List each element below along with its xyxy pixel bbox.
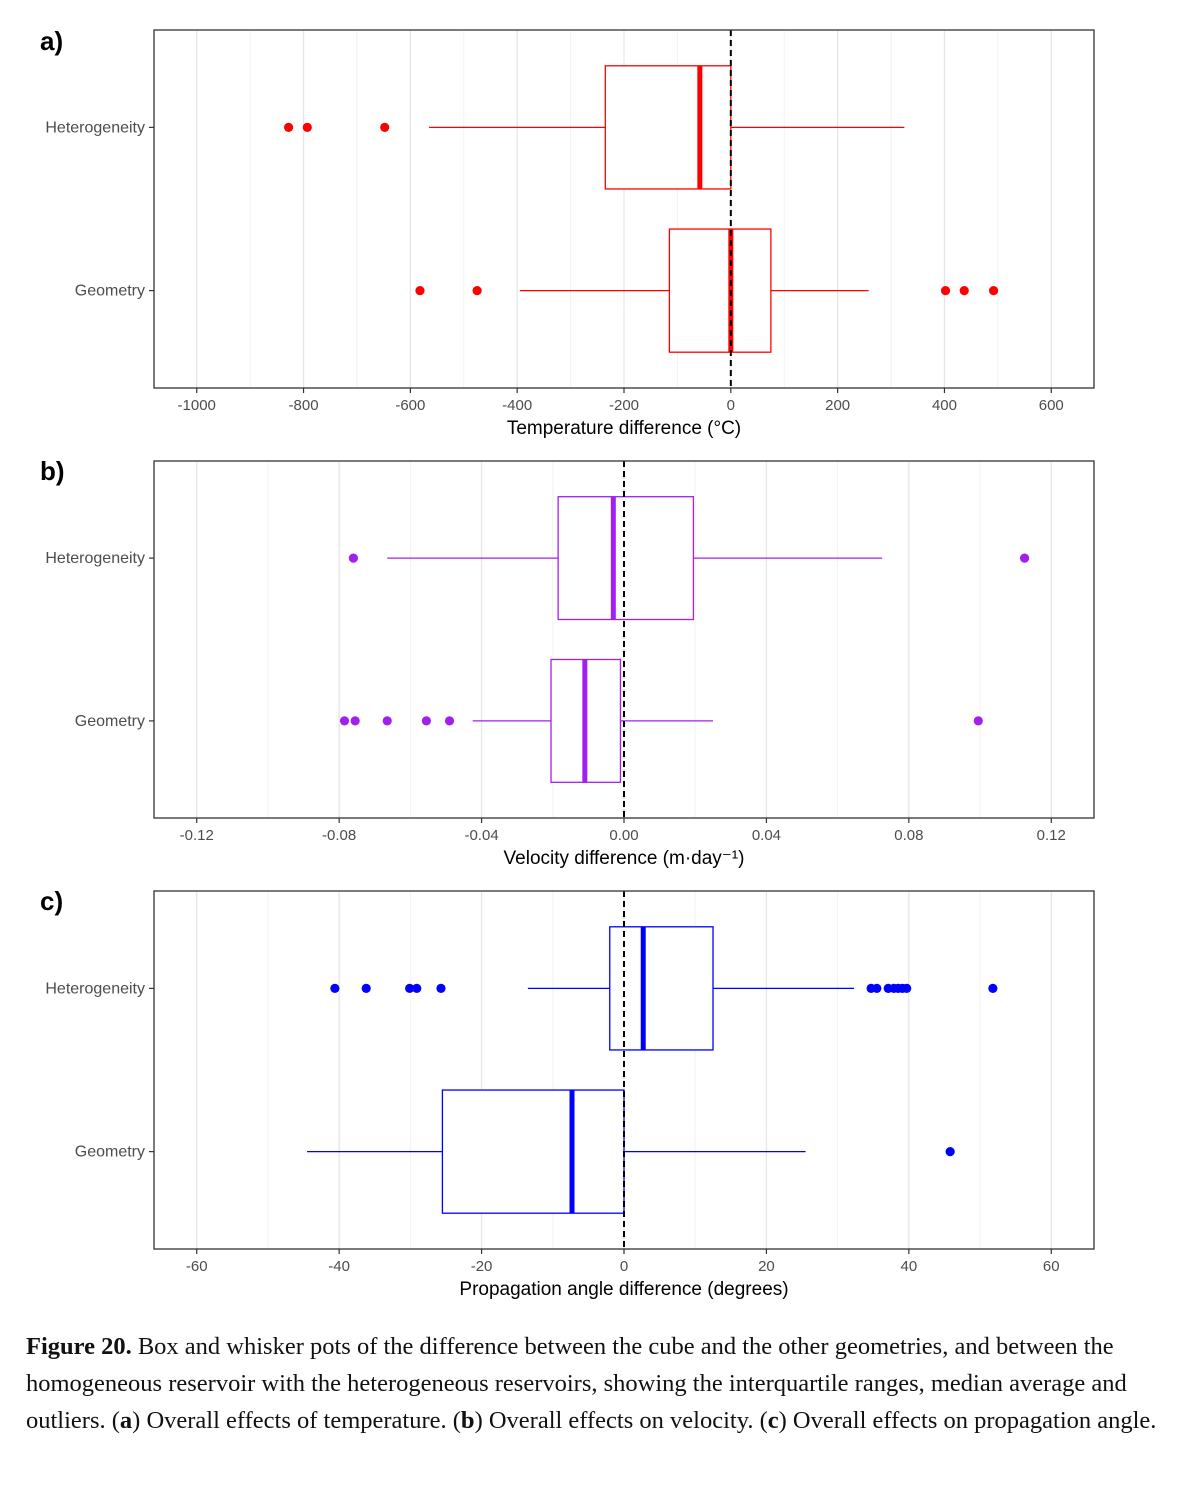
panel-c-geometry-iqr-box xyxy=(441,1089,625,1214)
panel-a-geometry-outlier-point xyxy=(472,286,482,296)
panel-b-x-tick-label: 0.00 xyxy=(609,827,638,844)
caption-text-3: ) Overall effects on velocity. ( xyxy=(474,1407,768,1434)
panel-c-x-tick-label: -40 xyxy=(328,1258,350,1275)
caption-text-2: ) Overall effects of temperature. ( xyxy=(132,1407,461,1434)
panel-a-geometry-outlier-point xyxy=(988,286,999,296)
panel-a-geometry-iqr-box xyxy=(668,228,772,353)
panel-a-heterogeneity-iqr-box xyxy=(604,65,732,190)
panel-c-heterogeneity-outlier-point xyxy=(988,983,998,993)
panel-c-heterogeneity-outlier-point xyxy=(361,983,371,993)
panel-c-heterogeneity-outlier-point xyxy=(872,983,882,993)
panel-b-x-axis-title: Velocity difference (m·day⁻¹) xyxy=(504,848,745,869)
panel-c-letter: c) xyxy=(40,886,63,916)
panel-b-heterogeneity-outlier-point xyxy=(1019,553,1030,563)
panel-b-x-tick-label: 0.12 xyxy=(1037,827,1066,844)
panel-a-x-tick-label: 200 xyxy=(825,397,850,414)
panel-b-heterogeneity-iqr-box xyxy=(557,496,695,621)
panel-c-y-label-geometry: Geometry xyxy=(75,1144,145,1161)
panel-a-x-tick-label: -400 xyxy=(502,397,532,414)
panel-c-heterogeneity-outlier-point xyxy=(436,983,446,993)
panel-b-x-tick-label: -0.08 xyxy=(322,827,356,844)
panel-a-y-label-geometry: Geometry xyxy=(75,283,145,300)
panel-a-heterogeneity-outlier-point xyxy=(283,122,294,132)
panel-b-heterogeneity-outlier-point xyxy=(348,553,358,563)
panel-c-heterogeneity-iqr-box xyxy=(609,926,714,1051)
caption-text-4: ) Overall effects on propagation angle. xyxy=(778,1407,1157,1434)
panel-c-x-tick-label: 40 xyxy=(901,1258,918,1275)
panel-b-y-label-geometry: Geometry xyxy=(75,713,145,730)
panel-b-geometry-outlier-point xyxy=(421,716,431,726)
panel-c-y-label-heterogeneity: Heterogeneity xyxy=(45,980,145,997)
caption-letter-a: a xyxy=(119,1407,133,1434)
panel-a-x-axis-title: Temperature difference (°C) xyxy=(507,418,741,439)
panel-a-x-tick-label: -600 xyxy=(395,397,425,414)
panel-c-x-tick-label: 60 xyxy=(1043,1258,1060,1275)
panel-a-heterogeneity-outlier-point xyxy=(380,122,390,132)
panel-a-heterogeneity-outlier-point xyxy=(302,122,312,132)
figure-caption: Figure 20. Box and whisker pots of the d… xyxy=(26,1328,1178,1439)
panel-a-x-tick-label: -800 xyxy=(289,397,319,414)
panel-c-heterogeneity-outlier-point xyxy=(412,983,422,993)
panel-c-heterogeneity-outlier-point xyxy=(902,983,912,993)
panel-b-x-tick-label: 0.08 xyxy=(894,827,923,844)
panel-a-x-tick-label: 0 xyxy=(727,397,735,414)
caption-letter-c: c xyxy=(767,1407,779,1434)
panel-a-x-tick-label: -1000 xyxy=(178,397,216,414)
panel-a-x-tick-label: -200 xyxy=(609,397,639,414)
panel-c-x-tick-label: 0 xyxy=(620,1258,628,1275)
panel-a-y-label-heterogeneity: Heterogeneity xyxy=(45,119,145,136)
panel-b-geometry-outlier-point xyxy=(444,716,455,726)
panel-c-geometry-outlier-point xyxy=(945,1147,955,1157)
caption-label: Figure 20. xyxy=(26,1333,132,1360)
panel-a-x-tick-label: 400 xyxy=(932,397,957,414)
panel-c-x-tick-label: -60 xyxy=(186,1258,208,1275)
panel-b-geometry-outlier-point xyxy=(339,716,350,726)
panel-a-letter: a) xyxy=(40,26,63,56)
panel-c-x-tick-label: 20 xyxy=(758,1258,775,1275)
panel-a-geometry-outlier-point xyxy=(959,286,969,296)
panel-c-heterogeneity-outlier-point xyxy=(330,983,340,993)
panel-b-x-tick-label: -0.12 xyxy=(180,827,214,844)
caption-letter-b: b xyxy=(460,1407,475,1434)
panel-c-heterogeneity-outlier-point xyxy=(405,983,415,993)
panel-a-x-tick-label: 600 xyxy=(1039,397,1064,414)
panel-b-x-tick-label: 0.04 xyxy=(752,827,781,844)
panel-b-geometry-outlier-point xyxy=(973,716,983,726)
panel-b-geometry-outlier-point xyxy=(382,716,392,726)
panel-b-y-label-heterogeneity: Heterogeneity xyxy=(45,550,145,567)
panel-b-geometry-outlier-point xyxy=(350,716,360,726)
panel-b-x-tick-label: -0.04 xyxy=(464,827,498,844)
panel-a-geometry-outlier-point xyxy=(415,286,425,296)
panel-c-x-axis-title: Propagation angle difference (degrees) xyxy=(459,1279,788,1300)
panel-c-x-tick-label: -20 xyxy=(471,1258,493,1275)
caption-text-1: Box and whisker pots of the difference b… xyxy=(26,1333,1127,1434)
panel-b-letter: b) xyxy=(40,456,65,486)
panel-a-geometry-outlier-point xyxy=(940,286,951,296)
